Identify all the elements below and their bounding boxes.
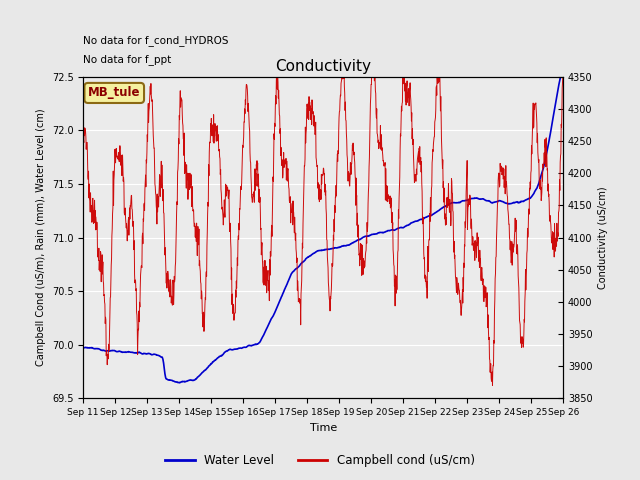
- Y-axis label: Conductivity (uS/cm): Conductivity (uS/cm): [598, 186, 609, 289]
- Legend: Water Level, Campbell cond (uS/cm): Water Level, Campbell cond (uS/cm): [161, 449, 479, 472]
- X-axis label: Time: Time: [310, 423, 337, 432]
- Text: No data for f_ppt: No data for f_ppt: [83, 54, 172, 65]
- Title: Conductivity: Conductivity: [275, 59, 371, 74]
- Text: No data for f_cond_HYDROS: No data for f_cond_HYDROS: [83, 35, 228, 46]
- Text: MB_tule: MB_tule: [88, 86, 141, 99]
- Y-axis label: Campbell Cond (uS/m), Rain (mm), Water Level (cm): Campbell Cond (uS/m), Rain (mm), Water L…: [36, 109, 46, 366]
